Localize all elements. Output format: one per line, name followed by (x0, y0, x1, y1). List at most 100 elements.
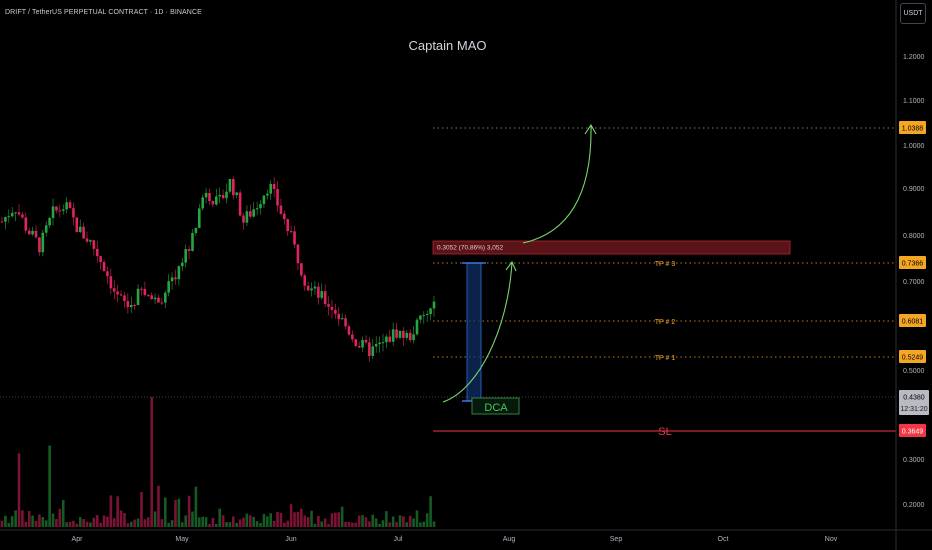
volume-bar (361, 515, 364, 527)
volume-bar (65, 522, 68, 527)
price-tick: 1.2000 (903, 54, 925, 61)
candle-body (266, 193, 269, 196)
candle-body (7, 216, 11, 218)
volume-bar (334, 512, 337, 527)
candle-body (214, 196, 218, 205)
candle-body (330, 306, 334, 310)
volume-bar (398, 515, 402, 527)
volume-bar (187, 495, 191, 527)
volume-bar (167, 522, 170, 527)
volume-bar (357, 515, 361, 527)
candle-body (75, 217, 79, 232)
current-price-tag (899, 390, 929, 415)
candle-body (61, 209, 65, 211)
volume-bar (225, 521, 228, 527)
volume-bar (415, 510, 419, 527)
candle-body (218, 194, 222, 197)
candle-body (340, 318, 344, 320)
measure-bar[interactable] (466, 262, 482, 402)
candle-body (167, 281, 170, 293)
volume-bar (371, 514, 375, 527)
volume-bar (259, 523, 262, 527)
volume-bar (163, 497, 167, 527)
tp1-price-tag (899, 350, 926, 363)
candle-body (68, 202, 72, 209)
volume-bars (0, 397, 436, 527)
candle-body (194, 227, 198, 233)
price-axis[interactable]: 1.2000 1.1000 1.0000 0.9000 0.8000 0.700… (903, 54, 925, 509)
volume-bar (419, 522, 422, 527)
candle-body (204, 192, 208, 198)
candle-body (344, 318, 347, 327)
candle-body (276, 188, 279, 206)
sl-price-text: 0.3649 (902, 429, 924, 436)
measure-box[interactable] (432, 240, 791, 255)
candle-body (317, 286, 320, 298)
time-tick: Sep (610, 536, 623, 543)
volume-bar (221, 515, 225, 527)
tp2-price-text: 0.6081 (902, 319, 924, 326)
volume-bar (126, 523, 130, 527)
symbol-title[interactable]: DRIFT / TetherUS PERPETUAL CONTRACT · 1D… (5, 9, 202, 16)
volume-bar (368, 521, 371, 527)
volume-bar (68, 521, 72, 527)
watermark-title: Captain MAO (408, 38, 487, 53)
candle-body (177, 266, 181, 280)
volume-bar (51, 513, 55, 527)
time-axis[interactable]: Apr May Jun Jul Aug Sep Oct Nov (72, 536, 838, 543)
candle-body (174, 277, 177, 280)
volume-bar (31, 515, 34, 527)
volume-bar (405, 522, 409, 527)
candle-body (310, 288, 313, 291)
currency-button[interactable]: USDT (900, 3, 926, 24)
volume-bar (408, 515, 412, 527)
candle-body (412, 334, 415, 341)
volume-bar (238, 519, 242, 527)
volume-bar (391, 516, 395, 527)
volume-bar (27, 511, 31, 527)
volume-bar (317, 515, 320, 527)
volume-bar (58, 508, 62, 527)
volume-bar (143, 519, 147, 527)
candle-body (272, 183, 276, 189)
volume-bar (201, 516, 204, 527)
candle-body (55, 206, 58, 211)
volume-bar (323, 518, 327, 527)
volume-bar (78, 517, 82, 527)
candle-body (180, 262, 184, 267)
candle-body (187, 249, 191, 251)
volume-bar (38, 514, 41, 527)
candle-body (354, 339, 358, 346)
candle-body (208, 192, 211, 202)
volume-bar (381, 520, 385, 527)
volume-bar (385, 511, 388, 527)
candle-body (48, 217, 51, 226)
sl-label: SL (658, 426, 671, 438)
volume-bar (4, 515, 7, 527)
candle-body (252, 209, 256, 217)
volume-bar (7, 522, 11, 527)
candle-body (17, 212, 21, 215)
volume-bar (14, 510, 17, 527)
candle-body (211, 201, 215, 205)
candle-body (65, 202, 68, 210)
candle-body (347, 326, 351, 335)
volume-bar (204, 517, 208, 527)
volume-bar (432, 521, 436, 527)
volume-bar (170, 520, 174, 527)
volume-bar (157, 485, 160, 527)
volume-bar (422, 521, 426, 527)
time-tick: May (175, 536, 189, 543)
time-tick: Nov (825, 536, 838, 543)
candle-body (242, 215, 245, 223)
volume-bar (395, 522, 398, 527)
volume-bar (425, 513, 429, 527)
tp3-price-tag (899, 256, 926, 269)
candle-body (238, 192, 242, 216)
dca-box[interactable] (471, 397, 520, 415)
volume-bar (337, 512, 341, 527)
candle-body (136, 288, 140, 306)
candle-body (374, 344, 378, 347)
candle-body (143, 288, 147, 296)
